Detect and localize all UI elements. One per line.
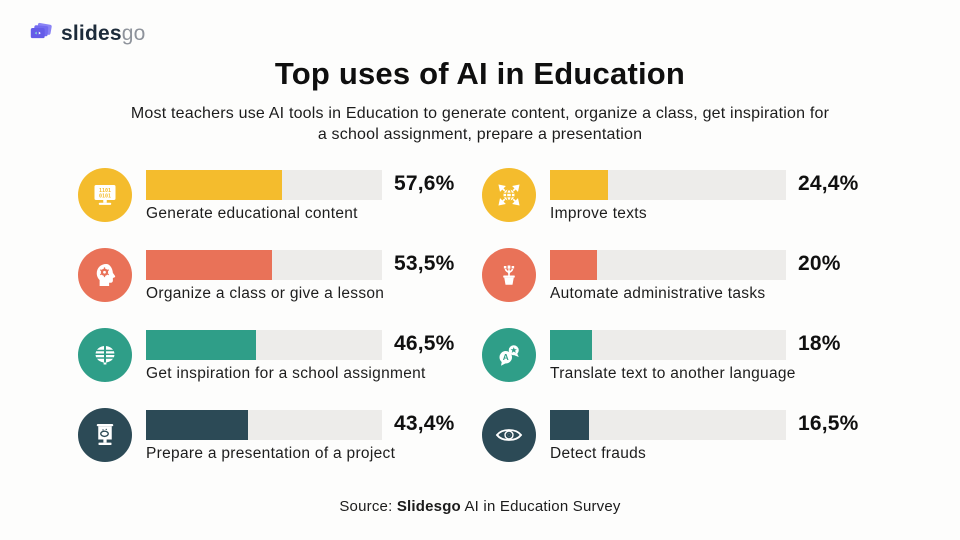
- bar-value: 46,5%: [394, 332, 455, 355]
- bar-fill: [550, 410, 589, 440]
- bar-value: 16,5%: [798, 412, 859, 435]
- svg-text:1101: 1101: [99, 188, 111, 194]
- stat-item-improve-texts: 24,4% Improve texts: [482, 168, 868, 224]
- bar-value: 18%: [798, 332, 841, 355]
- stat-item-inspiration: 46,5% Get inspiration for a school assig…: [78, 328, 464, 384]
- presentation-board-icon: [78, 408, 132, 462]
- translate-icon: A: [482, 328, 536, 382]
- eye-icon: [482, 408, 536, 462]
- stat-item-detect-frauds: 16,5% Detect frauds: [482, 408, 868, 464]
- slidesgo-logo-icon: [28, 22, 54, 46]
- bar-track: [550, 250, 786, 280]
- bar-fill: [550, 250, 598, 280]
- bar-fill: [550, 170, 608, 200]
- bar-fill: [146, 170, 282, 200]
- globe-arrows-icon: [482, 168, 536, 222]
- stat-item-translate: A 18% Translate text to another language: [482, 328, 868, 384]
- page-title: Top uses of AI in Education: [274, 56, 686, 91]
- bar-track: [146, 250, 382, 280]
- bar-fill: [146, 330, 256, 360]
- stats-grid: 1101 0101 57,6% Generate educational con…: [78, 168, 868, 464]
- stat-item-organize-class: 53,5% Organize a class or give a lesson: [78, 248, 464, 304]
- stat-item-prepare-presentation: 43,4% Prepare a presentation of a projec…: [78, 408, 464, 464]
- bar-track: [146, 410, 382, 440]
- bar-label: Translate text to another language: [550, 365, 796, 382]
- source-brand: Slidesgo: [396, 498, 461, 515]
- brain-icon: [78, 328, 132, 382]
- bar-fill: [550, 330, 593, 360]
- bar-label: Improve texts: [550, 205, 647, 222]
- bar-track: [550, 170, 786, 200]
- bar-label: Generate educational content: [146, 205, 358, 222]
- slidesgo-logo: slides go: [28, 22, 146, 46]
- slidesgo-wordmark: slides go: [61, 22, 146, 45]
- bar-track: [146, 170, 382, 200]
- bar-track: [146, 330, 382, 360]
- bar-fill: [146, 410, 249, 440]
- bar-value: 53,5%: [394, 252, 455, 275]
- svg-text:0101: 0101: [99, 193, 111, 199]
- computer-binary-icon: 1101 0101: [78, 168, 132, 222]
- head-gear-icon: [78, 248, 132, 302]
- stat-item-automate-tasks: 20% Automate administrative tasks: [482, 248, 868, 304]
- bar-label: Prepare a presentation of a project: [146, 445, 396, 462]
- bar-label: Automate administrative tasks: [550, 285, 766, 302]
- bar-track: [550, 330, 786, 360]
- bar-value: 20%: [798, 252, 841, 275]
- stat-item-generate-content: 1101 0101 57,6% Generate educational con…: [78, 168, 464, 224]
- bar-label: Organize a class or give a lesson: [146, 285, 385, 302]
- bar-track: [550, 410, 786, 440]
- source-suffix: AI in Education Survey: [460, 498, 621, 515]
- bar-label: Detect frauds: [550, 445, 647, 462]
- svg-text:A: A: [503, 353, 509, 362]
- source-line: Source: Slidesgo AI in Education Survey: [0, 498, 960, 515]
- source-prefix: Source:: [339, 498, 397, 515]
- bar-value: 43,4%: [394, 412, 455, 435]
- bar-value: 57,6%: [394, 172, 455, 195]
- bar-label: Get inspiration for a school assignment: [146, 365, 426, 382]
- bar-value: 24,4%: [798, 172, 859, 195]
- bar-fill: [146, 250, 273, 280]
- page-subtitle: Most teachers use AI tools in Education …: [130, 105, 830, 143]
- plant-pot-icon: [482, 248, 536, 302]
